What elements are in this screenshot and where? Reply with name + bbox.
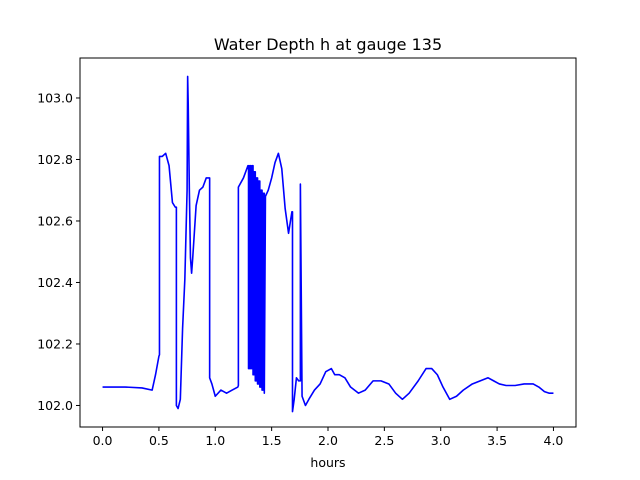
axes-frame [79, 57, 577, 428]
x-tick-label: 2.0 [318, 433, 338, 448]
x-tick-label: 1.0 [205, 433, 225, 448]
y-axis: 102.0 102.2 102.4 102.6 102.8 103.0 [37, 90, 80, 413]
x-tick-label: 0.0 [93, 433, 113, 448]
y-tick-label: 102.6 [37, 213, 73, 228]
plot-area [102, 75, 554, 413]
y-tick-label: 102.4 [37, 275, 73, 290]
x-axis: 0.0 0.5 1.0 1.5 2.0 2.5 3.0 3.5 4.0 [93, 427, 564, 448]
y-tick-label: 102.2 [37, 336, 73, 351]
y-tick-label: 103.0 [37, 90, 73, 105]
x-tick-label: 4.0 [544, 433, 564, 448]
y-tick-label: 102.0 [37, 398, 73, 413]
x-axis-label: hours [310, 455, 345, 470]
x-tick-label: 2.5 [374, 433, 394, 448]
x-tick-label: 0.5 [149, 433, 169, 448]
chart-title: Water Depth h at gauge 135 [214, 35, 442, 54]
x-tick-label: 1.5 [262, 433, 282, 448]
series-line-0 [102, 75, 554, 413]
x-tick-label: 3.0 [431, 433, 451, 448]
y-tick-label: 102.8 [37, 152, 73, 167]
x-tick-label: 3.5 [487, 433, 507, 448]
